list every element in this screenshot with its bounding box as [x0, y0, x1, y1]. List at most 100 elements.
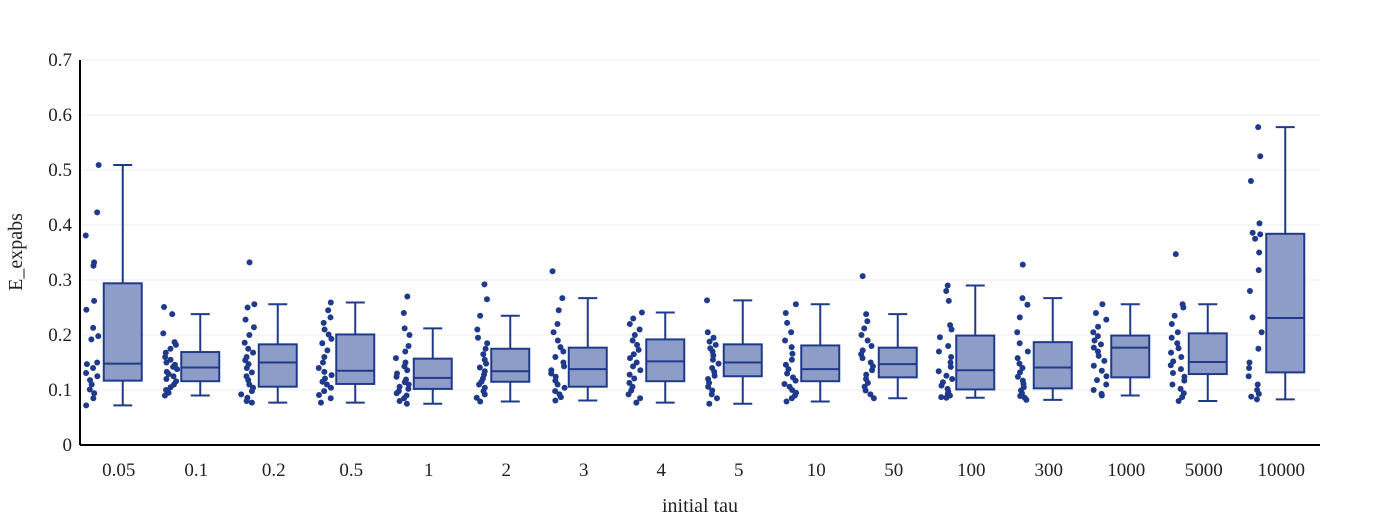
data-point [1246, 288, 1253, 294]
data-point [323, 381, 330, 388]
data-point [83, 369, 90, 376]
data-point [1090, 362, 1097, 369]
y-tick-label: 0.2 [48, 325, 72, 346]
data-point [1254, 381, 1261, 388]
box-0.1 [180, 313, 221, 397]
data-point [163, 359, 170, 366]
data-point [327, 395, 334, 402]
data-point [867, 391, 874, 398]
data-point [88, 336, 95, 343]
data-point [713, 395, 720, 402]
data-point [95, 333, 102, 340]
data-point [627, 355, 634, 362]
data-point [944, 282, 951, 289]
box-5000 [1187, 303, 1228, 402]
data-point [167, 345, 174, 352]
data-point [549, 268, 556, 275]
data-point [82, 232, 89, 239]
data-point [1248, 393, 1255, 400]
data-point [243, 365, 250, 371]
data-point [1024, 301, 1031, 308]
data-point [94, 359, 101, 366]
data-point [482, 345, 489, 352]
data-point [319, 340, 326, 347]
data-point [548, 370, 555, 377]
data-point [170, 373, 177, 380]
data-point [90, 365, 97, 371]
x-tick-label: 10 [807, 460, 826, 481]
data-point [861, 325, 868, 332]
data-point [244, 304, 251, 311]
data-point [94, 373, 101, 380]
data-point [782, 310, 789, 316]
data-point [241, 339, 248, 346]
data-point [172, 341, 179, 348]
data-point [321, 368, 328, 375]
data-point [1024, 348, 1031, 355]
y-tick-label: 0.5 [48, 160, 72, 181]
data-point [83, 306, 90, 313]
data-point [483, 360, 490, 367]
data-point [248, 399, 255, 406]
data-point [1168, 321, 1175, 327]
data-point [1169, 381, 1176, 388]
data-point [554, 381, 561, 388]
data-point [633, 399, 640, 406]
data-point [637, 395, 644, 402]
data-point [163, 376, 170, 382]
data-point [404, 367, 411, 374]
data-point [319, 378, 326, 385]
point-series [82, 124, 1265, 409]
data-point [246, 332, 253, 338]
data-point [943, 372, 950, 379]
data-point [392, 355, 399, 362]
data-point [870, 395, 877, 402]
data-point [1255, 345, 1262, 352]
data-point [1257, 153, 1264, 160]
data-point [327, 384, 334, 391]
data-point [477, 398, 484, 405]
data-point [560, 348, 567, 355]
data-point [782, 337, 789, 344]
data-point [483, 296, 490, 303]
x-tick-label: 0.1 [184, 460, 208, 481]
data-point [1174, 340, 1181, 347]
data-point [631, 332, 638, 338]
data-point [705, 383, 712, 390]
data-point [476, 381, 483, 388]
data-point [476, 364, 483, 371]
data-point [1172, 251, 1179, 258]
data-point [1256, 220, 1263, 227]
data-point [1168, 334, 1175, 341]
box-iqr [567, 346, 608, 388]
data-point [1103, 316, 1110, 323]
data-point [949, 376, 956, 382]
data-point [630, 363, 637, 370]
data-point [174, 366, 181, 373]
data-point [633, 359, 640, 366]
data-point [393, 373, 400, 380]
data-point [554, 337, 561, 344]
box-2 [490, 314, 531, 403]
data-point [242, 316, 249, 323]
data-point [1097, 341, 1104, 348]
box-5 [722, 299, 763, 405]
data-point [250, 349, 257, 356]
box-iqr [645, 338, 686, 383]
data-point [315, 365, 322, 371]
data-point [1246, 365, 1253, 371]
data-point [477, 312, 484, 319]
data-point [325, 331, 332, 338]
data-point [935, 348, 942, 355]
data-point [169, 311, 176, 318]
data-point [936, 334, 943, 341]
data-point [552, 354, 559, 360]
data-point [248, 369, 255, 376]
data-point [1101, 357, 1108, 364]
data-point [789, 350, 796, 357]
data-point [781, 380, 788, 387]
data-point [325, 307, 332, 314]
data-point [788, 329, 795, 336]
data-point [1092, 310, 1099, 316]
x-tick-label: 10000 [1258, 460, 1306, 481]
